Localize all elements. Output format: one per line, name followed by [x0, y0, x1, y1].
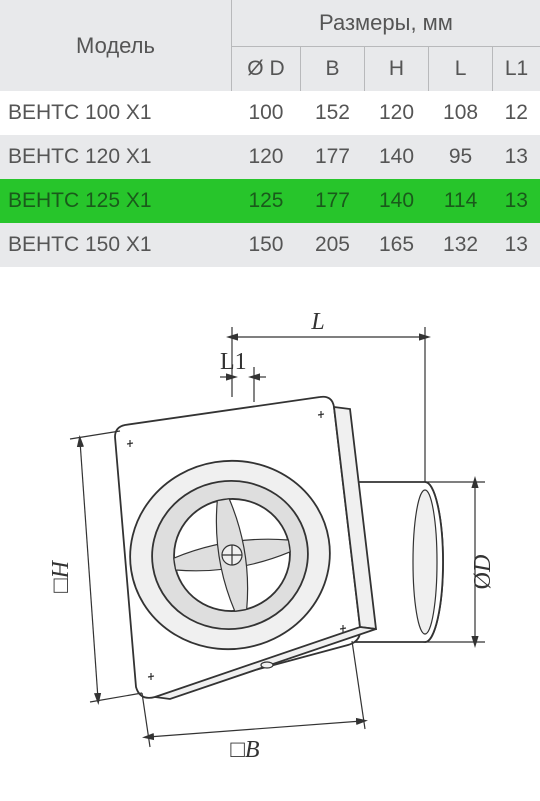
value-cell: 100 [231, 91, 300, 135]
value-cell: 114 [429, 179, 493, 223]
table-row: ВЕНТС 120 Х11201771409513 [0, 135, 540, 179]
col-header-b: B [300, 47, 364, 92]
value-cell: 13 [493, 223, 540, 267]
model-cell: ВЕНТС 120 Х1 [0, 135, 231, 179]
model-cell: ВЕНТС 100 Х1 [0, 91, 231, 135]
value-cell: 120 [364, 91, 428, 135]
svg-text:□H: □H [48, 559, 74, 593]
col-header-d: Ø D [231, 47, 300, 92]
dim-label-d: D [470, 555, 496, 573]
table-row: ВЕНТС 125 Х112517714011413 [0, 179, 540, 223]
dim-label-sq-b: □ [230, 737, 245, 763]
svg-text:ØD: ØD [470, 555, 496, 590]
value-cell: 140 [364, 135, 428, 179]
col-header-dimensions: Размеры, мм [231, 0, 540, 47]
table-row: ВЕНТС 150 Х115020516513213 [0, 223, 540, 267]
dimensions-table: Модель Размеры, мм Ø D B H L L1 ВЕНТС 10… [0, 0, 540, 267]
value-cell: 152 [300, 91, 364, 135]
table-row: ВЕНТС 100 Х110015212010812 [0, 91, 540, 135]
svg-text:□B: □B [230, 737, 260, 763]
model-cell: ВЕНТС 125 Х1 [0, 179, 231, 223]
value-cell: 205 [300, 223, 364, 267]
value-cell: 132 [429, 223, 493, 267]
value-cell: 108 [429, 91, 493, 135]
value-cell: 95 [429, 135, 493, 179]
value-cell: 12 [493, 91, 540, 135]
dim-label-b: B [245, 737, 260, 763]
model-cell: ВЕНТС 150 Х1 [0, 223, 231, 267]
value-cell: 13 [493, 135, 540, 179]
dim-label-sq-h: □ [48, 578, 74, 593]
dim-label-l1: L1 [220, 349, 247, 375]
value-cell: 140 [364, 179, 428, 223]
dimension-diagram: L L1 ØD □H □B [0, 267, 540, 777]
col-header-model: Модель [0, 0, 231, 91]
value-cell: 125 [231, 179, 300, 223]
col-header-l1: L1 [493, 47, 540, 92]
value-cell: 177 [300, 179, 364, 223]
col-header-l: L [429, 47, 493, 92]
value-cell: 177 [300, 135, 364, 179]
dim-label-h: H [48, 559, 74, 579]
col-header-h: H [364, 47, 428, 92]
value-cell: 120 [231, 135, 300, 179]
value-cell: 150 [231, 223, 300, 267]
value-cell: 165 [364, 223, 428, 267]
dim-label-dia: Ø [470, 572, 496, 589]
dim-label-l: L [310, 309, 324, 335]
value-cell: 13 [493, 179, 540, 223]
